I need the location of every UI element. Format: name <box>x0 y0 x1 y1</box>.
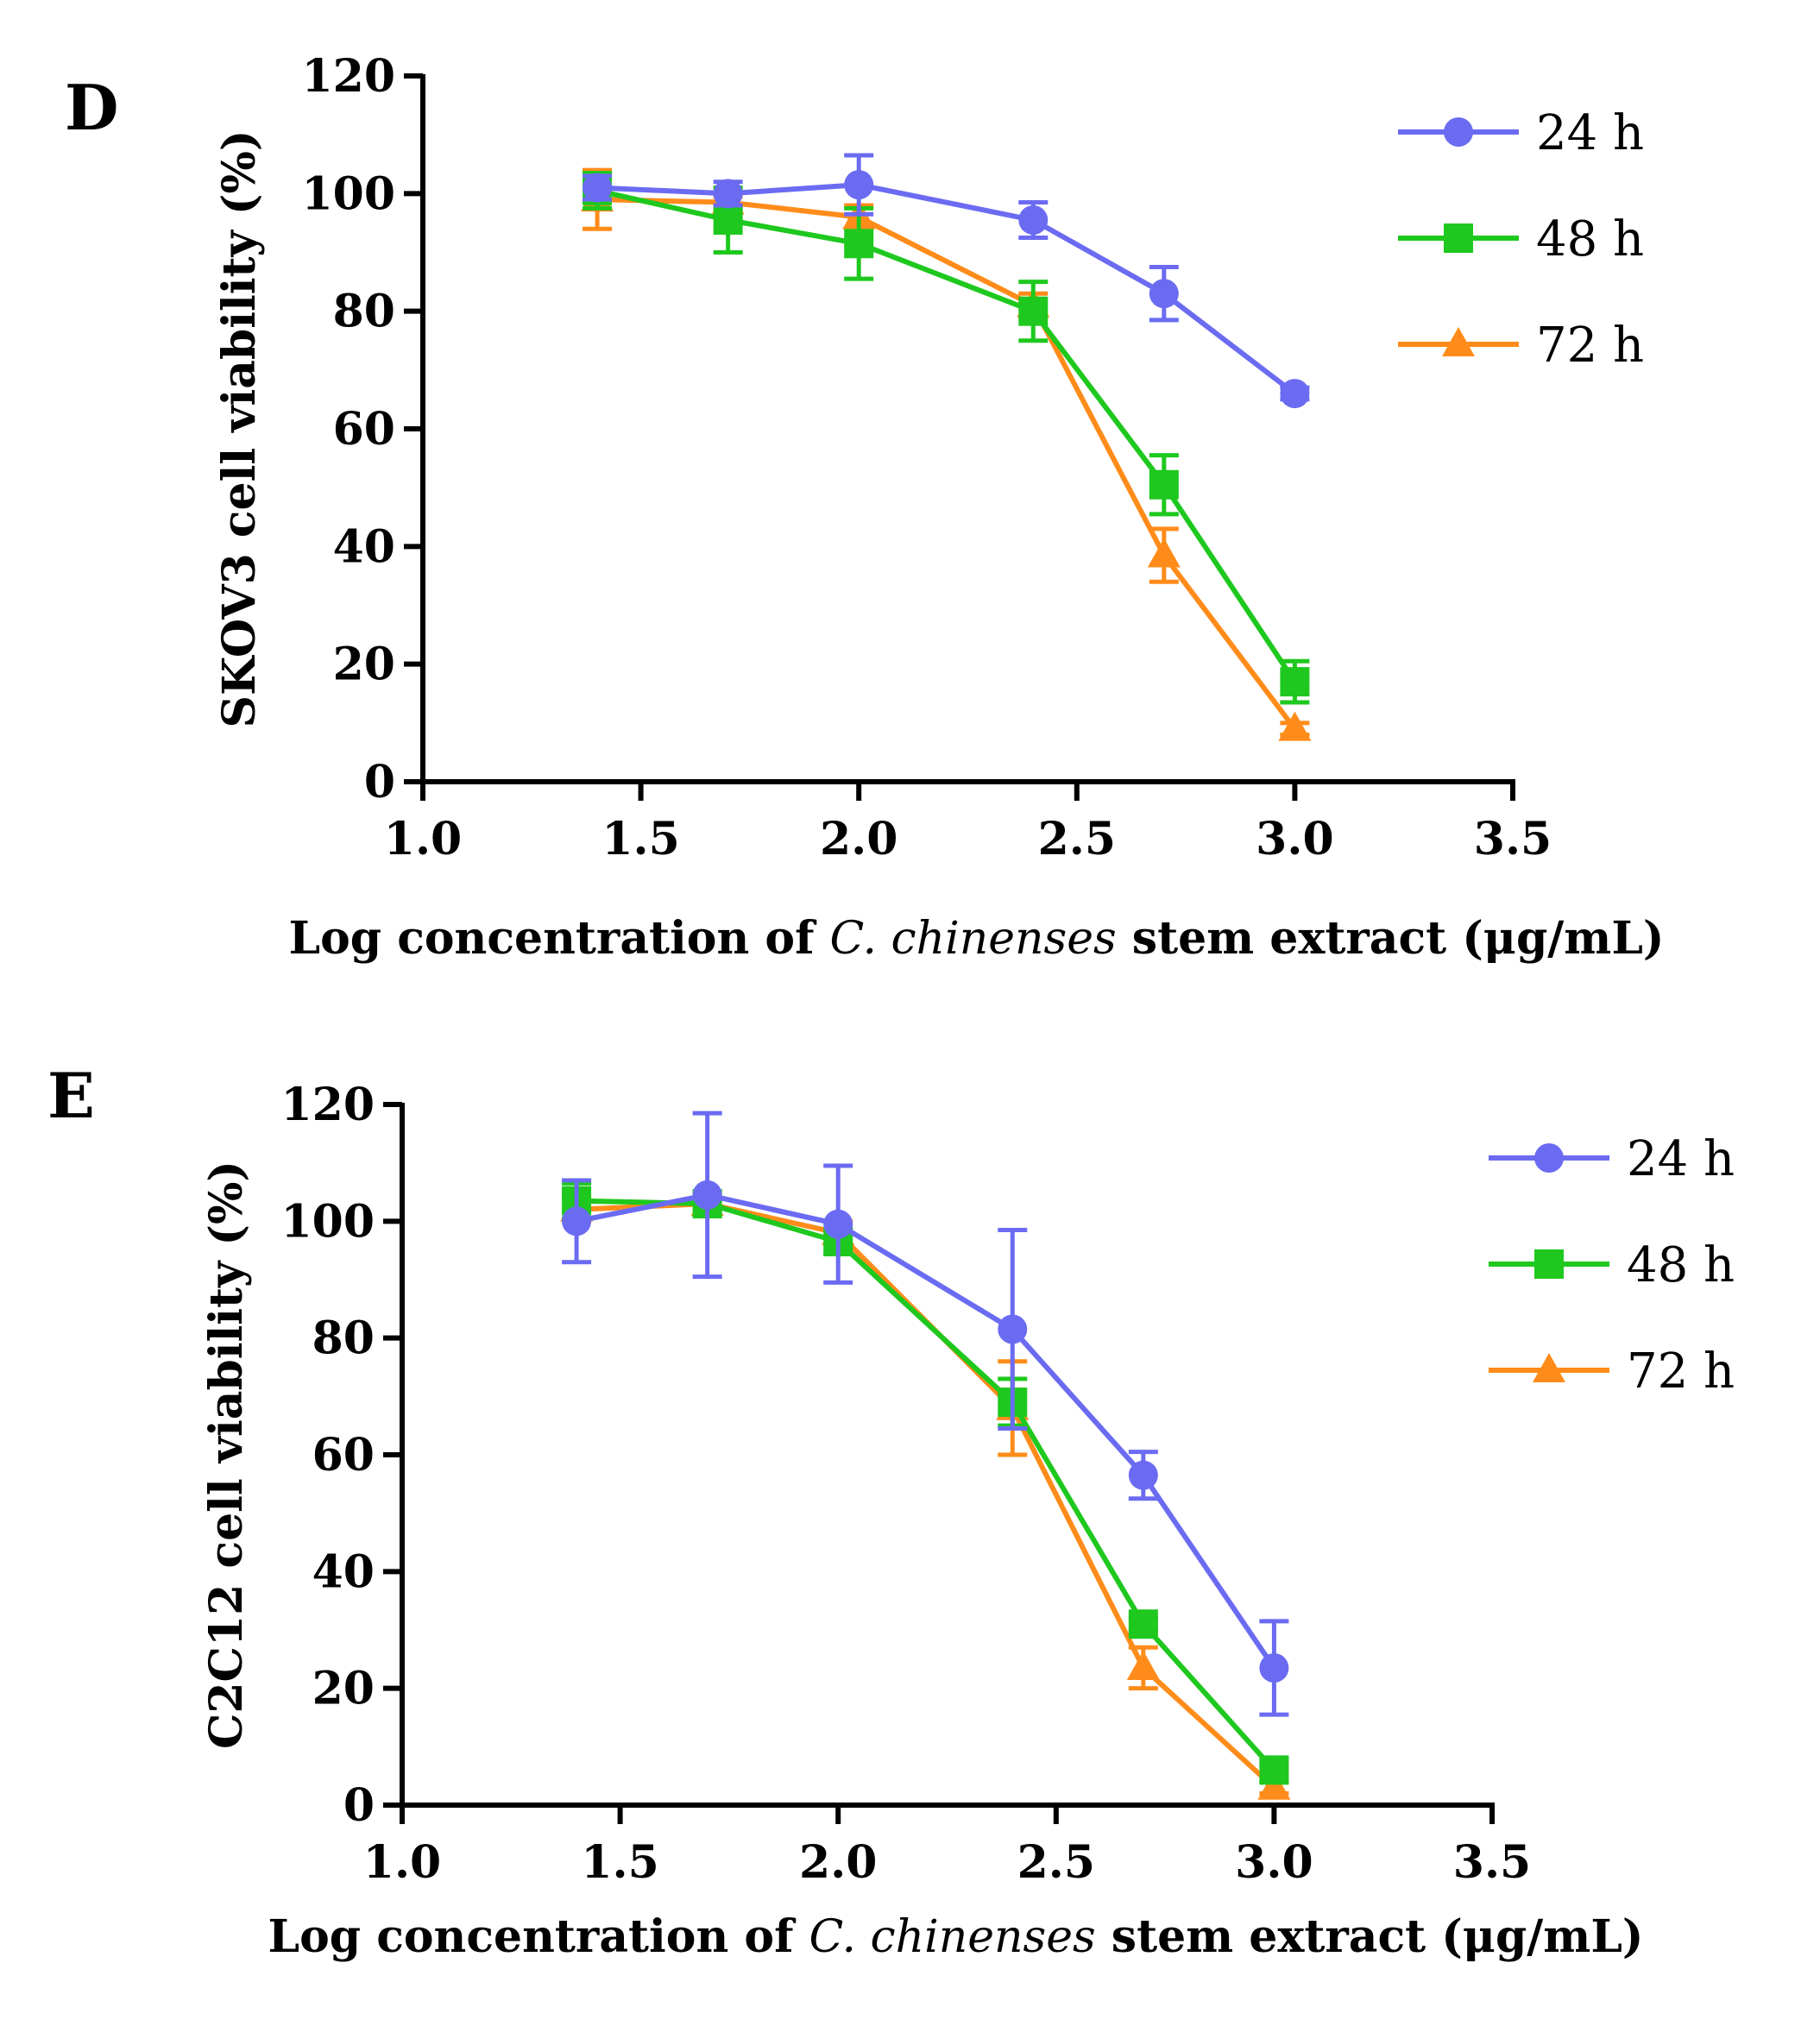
legend-item: 72 h <box>1398 318 1644 374</box>
legend-marker <box>1533 1353 1565 1382</box>
x-tick-label: 3.5 <box>1453 1836 1531 1889</box>
y-tick-label: 20 <box>312 1663 375 1715</box>
legend-item: 48 h <box>1489 1237 1735 1293</box>
x-axis-title: Log concentration of C. chinenses stem e… <box>289 912 1665 965</box>
data-point <box>1018 205 1049 236</box>
data-point <box>1128 1460 1158 1490</box>
series-72h <box>581 167 1312 741</box>
x-tick-label: 1.5 <box>581 1836 658 1889</box>
chart-panel-d: D 0 20 40 60 80 100 120 1.0 1.5 2.0 2.5 3.0 3.5 SKOV3… <box>65 50 1664 965</box>
data-point <box>1259 1755 1289 1785</box>
legend-label: 24 h <box>1627 1131 1735 1187</box>
y-tick-label: 80 <box>312 1312 375 1365</box>
y-tick-label: 0 <box>343 1779 375 1832</box>
series-line <box>597 197 1297 731</box>
legend: 24 h 48 h 72 h <box>1489 1131 1735 1400</box>
legend-label: 72 h <box>1627 1343 1735 1400</box>
x-axis-title-part: stem extract (μg/mL) <box>1117 912 1665 965</box>
legend-label: 72 h <box>1536 318 1644 374</box>
legend-marker <box>1442 327 1475 356</box>
y-tick-label: 0 <box>364 756 395 809</box>
data-point <box>1128 1609 1158 1639</box>
legend-marker <box>1534 1249 1564 1279</box>
panel-letter-e: E <box>47 1059 95 1132</box>
y-axis-title: C2C12 cell viability (%) <box>200 1161 253 1749</box>
series-48h <box>562 1180 1289 1785</box>
data-point <box>1149 469 1179 500</box>
data-point <box>1147 538 1181 568</box>
series-line <box>576 1192 1276 1670</box>
series-24h <box>562 1111 1289 1717</box>
series-line <box>576 1198 1276 1772</box>
x-tick-label: 3.0 <box>1235 1836 1313 1889</box>
x-axis-title-part: C. chinenses <box>809 1911 1096 1963</box>
data-point <box>844 170 874 200</box>
data-point <box>713 205 743 236</box>
x-tick-label: 1.0 <box>363 1836 441 1889</box>
legend-label: 48 h <box>1536 211 1644 267</box>
data-point <box>713 179 743 209</box>
data-point <box>1259 1652 1289 1683</box>
legend: 24 h 48 h 72 h <box>1398 105 1644 374</box>
data-point <box>998 1314 1028 1344</box>
data-point <box>823 1209 853 1239</box>
legend-marker <box>1444 117 1473 147</box>
series-line <box>576 1201 1276 1790</box>
chart-panel-e: E 0 20 40 60 80 100 120 1.0 1.5 2.0 2.5 3.0 3.5 C2C12… <box>47 1059 1735 1963</box>
x-axis-title-part: C. chinenses <box>830 913 1117 965</box>
y-tick-label: 120 <box>301 50 395 103</box>
x-tick-label: 2.5 <box>1038 813 1116 865</box>
x-tick-label: 1.0 <box>384 813 462 865</box>
y-tick-label: 40 <box>312 1545 375 1598</box>
data-point <box>1126 1650 1160 1680</box>
data-point <box>1149 279 1179 309</box>
y-tick-label: 60 <box>312 1429 375 1482</box>
data-point <box>1018 296 1049 326</box>
y-tick-label: 120 <box>280 1079 375 1131</box>
x-axis-title-part: stem extract (μg/mL) <box>1096 1910 1644 1963</box>
series-line <box>596 187 1297 683</box>
y-tick-label: 60 <box>333 403 395 456</box>
x-axis-title: Log concentration of C. chinenses stem e… <box>268 1910 1644 1963</box>
legend-item: 24 h <box>1489 1131 1735 1187</box>
data-point <box>1257 1770 1291 1800</box>
y-tick-label: 100 <box>280 1195 375 1248</box>
y-axis-title: SKOV3 cell viability (%) <box>213 130 266 728</box>
legend-item: 72 h <box>1489 1343 1735 1400</box>
series-24h <box>583 153 1310 409</box>
x-tick-label: 2.0 <box>820 813 897 865</box>
x-tick-label: 1.5 <box>601 813 679 865</box>
data-point <box>583 173 613 203</box>
legend-label: 48 h <box>1627 1237 1735 1293</box>
data-point <box>1278 711 1312 741</box>
legend-label: 24 h <box>1536 105 1644 161</box>
data-point <box>1280 379 1310 409</box>
series-48h <box>583 170 1310 705</box>
data-point <box>1280 667 1310 697</box>
legend-marker <box>1534 1143 1564 1173</box>
x-tick-label: 3.5 <box>1474 813 1552 865</box>
legend-item: 24 h <box>1398 105 1644 161</box>
data-point <box>562 1206 592 1236</box>
x-axis-title-part: Log concentration of <box>289 912 830 965</box>
x-tick-label: 2.5 <box>1017 1836 1095 1889</box>
data-point <box>844 229 874 259</box>
x-axis-title-part: Log concentration of <box>268 1910 809 1963</box>
y-tick-label: 100 <box>301 167 395 220</box>
y-tick-label: 40 <box>333 520 395 573</box>
panel-letter-d: D <box>65 71 118 144</box>
x-tick-label: 3.0 <box>1256 813 1333 865</box>
series-line <box>596 182 1297 396</box>
y-tick-label: 80 <box>333 286 395 338</box>
x-tick-label: 2.0 <box>799 1836 877 1889</box>
legend-marker <box>1444 223 1473 253</box>
y-tick-label: 20 <box>333 639 395 691</box>
data-point <box>692 1180 722 1210</box>
legend-item: 48 h <box>1398 211 1644 267</box>
